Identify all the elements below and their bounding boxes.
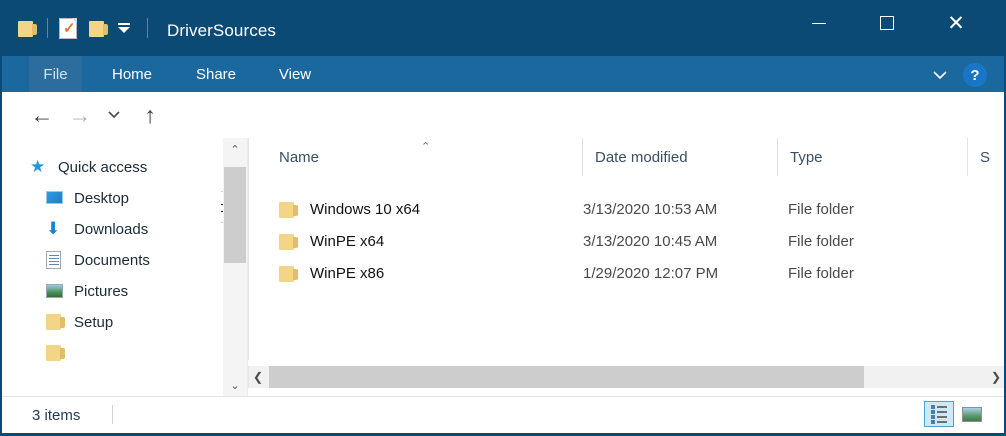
ribbon-tab-bar: File Home Share View ? xyxy=(2,56,1004,92)
navigation-pane-scrollbar[interactable]: ⌃ ⌄ xyxy=(223,138,248,396)
table-row[interactable]: WinPE x86 1/29/2020 12:07 PM File folder xyxy=(249,257,1004,289)
scrollbar-thumb[interactable] xyxy=(224,167,246,263)
sidebar-item-desktop[interactable]: Desktop xyxy=(2,183,221,213)
sidebar-item-label: Documents xyxy=(74,251,150,269)
quick-access-toolbar: ✓ xyxy=(14,14,155,42)
sidebar-item-label: Quick access xyxy=(58,158,148,176)
star-icon: ★ xyxy=(30,157,46,176)
up-button[interactable]: ↑ xyxy=(134,99,166,131)
sidebar-item-label: Pictures xyxy=(74,282,129,300)
scroll-up-icon[interactable]: ⌃ xyxy=(230,143,240,156)
large-icons-view-button[interactable] xyxy=(957,401,987,427)
close-button[interactable]: ✕ xyxy=(932,0,980,46)
tab-view[interactable]: View xyxy=(278,65,312,83)
file-date-modified: 3/13/2020 10:53 AM xyxy=(583,200,718,218)
details-view-icon xyxy=(931,404,947,425)
sort-ascending-icon: ⌃ xyxy=(421,141,431,153)
sidebar-item-label: Setup xyxy=(74,313,114,331)
folder-icon xyxy=(46,344,65,362)
chevron-down-icon[interactable] xyxy=(930,65,950,85)
file-list-pane: ⌃ Name Date modified Type S Windows 10 x… xyxy=(248,138,1004,360)
file-type: File folder xyxy=(788,232,854,250)
recent-locations-button[interactable] xyxy=(102,99,126,131)
folder-icon xyxy=(279,265,298,282)
forward-arrow-icon: → xyxy=(68,101,92,128)
title-bar: ✓ DriverSources ✕ xyxy=(2,0,1004,56)
file-name: Windows 10 x64 xyxy=(310,200,421,218)
chevron-down-icon xyxy=(108,111,120,119)
status-bar: 3 items xyxy=(2,396,1004,433)
scrollbar-thumb[interactable] xyxy=(269,366,864,388)
details-view-button[interactable] xyxy=(924,401,954,427)
column-header-row: ⌃ Name Date modified Type S xyxy=(249,138,1004,176)
download-icon: ⬇ xyxy=(46,219,61,238)
sidebar-item-label: Downloads xyxy=(74,220,149,238)
help-button[interactable]: ? xyxy=(963,63,987,87)
folder-icon xyxy=(279,201,298,218)
column-header-date-modified[interactable]: Date modified xyxy=(583,138,778,176)
table-row[interactable]: WinPE x64 3/13/2020 10:45 AM File folder xyxy=(249,225,1004,257)
customize-dropdown-icon[interactable] xyxy=(111,15,137,41)
tab-share[interactable]: Share xyxy=(195,65,237,83)
column-header-type[interactable]: Type xyxy=(778,138,968,176)
file-type: File folder xyxy=(788,264,854,282)
sidebar-item-quick-access[interactable]: ★ Quick access xyxy=(2,152,221,182)
back-button[interactable]: ← xyxy=(26,99,58,131)
window-title: DriverSources xyxy=(167,21,276,40)
minimize-icon xyxy=(812,22,826,24)
pictures-icon xyxy=(46,282,64,300)
column-header-size[interactable]: S xyxy=(980,148,991,166)
address-bar: ← → ↑ « cm01 ❯ Sources$ ❯ OSD ❯ DriverSo… xyxy=(2,92,1004,223)
desktop-icon xyxy=(46,189,64,207)
maximize-button[interactable] xyxy=(863,0,911,46)
file-name: WinPE x64 xyxy=(310,232,385,250)
file-type: File folder xyxy=(788,200,854,218)
file-name: WinPE x86 xyxy=(310,264,385,282)
sidebar-item-documents[interactable]: Documents xyxy=(2,245,221,275)
navigation-pane: ★ Quick access Desktop ⬇ Downloads Docum… xyxy=(2,138,221,396)
forward-button[interactable]: → xyxy=(64,99,96,131)
scroll-down-icon[interactable]: ⌄ xyxy=(230,379,240,392)
sidebar-item-partial[interactable] xyxy=(2,338,221,368)
minimize-button[interactable] xyxy=(795,0,843,46)
tab-file[interactable]: File xyxy=(29,56,82,92)
toolbar-divider xyxy=(47,18,48,38)
sidebar-item-downloads[interactable]: ⬇ Downloads xyxy=(2,214,221,244)
properties-icon[interactable]: ✓ xyxy=(55,15,81,41)
sidebar-item-pictures[interactable]: Pictures xyxy=(2,276,221,306)
sidebar-item-label: Desktop xyxy=(74,189,130,207)
close-icon: ✕ xyxy=(947,11,965,35)
folder-icon xyxy=(279,233,298,250)
status-divider xyxy=(112,405,113,424)
new-folder-icon[interactable] xyxy=(85,15,111,41)
tab-home[interactable]: Home xyxy=(111,65,152,83)
scroll-right-icon[interactable]: ❯ xyxy=(990,370,1002,384)
folder-icon xyxy=(46,313,65,331)
sidebar-item-setup[interactable]: Setup xyxy=(2,307,221,337)
file-list-horizontal-scrollbar[interactable]: ❮ ❯ xyxy=(248,366,1004,388)
toolbar-divider-2 xyxy=(147,18,148,38)
back-arrow-icon: ← xyxy=(30,101,54,128)
file-date-modified: 3/13/2020 10:45 AM xyxy=(583,232,718,250)
maximize-icon xyxy=(880,16,894,30)
column-header-name[interactable]: Name xyxy=(267,138,583,176)
up-arrow-icon: ↑ xyxy=(144,101,156,128)
folder-icon[interactable] xyxy=(14,15,40,41)
documents-icon xyxy=(46,251,64,269)
scroll-left-icon[interactable]: ❮ xyxy=(252,370,264,384)
table-row[interactable]: Windows 10 x64 3/13/2020 10:53 AM File f… xyxy=(249,193,1004,225)
large-icons-view-icon xyxy=(962,406,982,422)
file-date-modified: 1/29/2020 12:07 PM xyxy=(583,264,719,282)
item-count-label: 3 items xyxy=(32,407,81,424)
